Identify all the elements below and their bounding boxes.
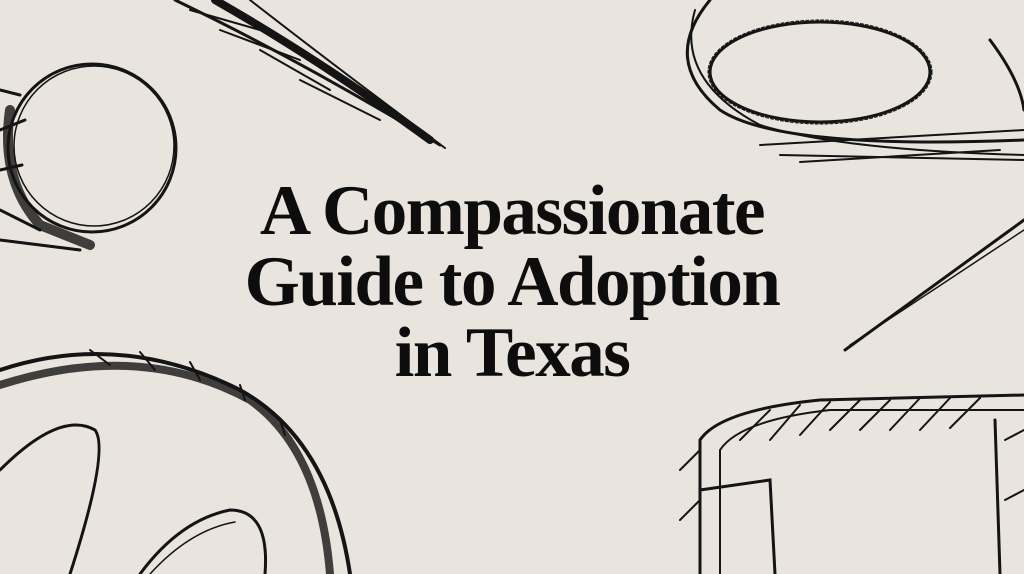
title-line-1: A Compassionate bbox=[259, 172, 766, 250]
needle-sketch bbox=[843, 218, 1024, 352]
title-line-3: in Texas bbox=[394, 314, 631, 392]
curl-sketch bbox=[0, 423, 268, 574]
oval-sketch bbox=[0, 349, 352, 574]
page-title: A Compassionate Guide to Adoption in Tex… bbox=[0, 176, 1024, 389]
loop-sketch bbox=[685, 0, 1024, 163]
circle-sketch bbox=[0, 62, 178, 252]
title-line-2: Guide to Adoption bbox=[244, 243, 781, 321]
box-sketch bbox=[679, 393, 1024, 574]
quill-sketch bbox=[173, 0, 446, 149]
